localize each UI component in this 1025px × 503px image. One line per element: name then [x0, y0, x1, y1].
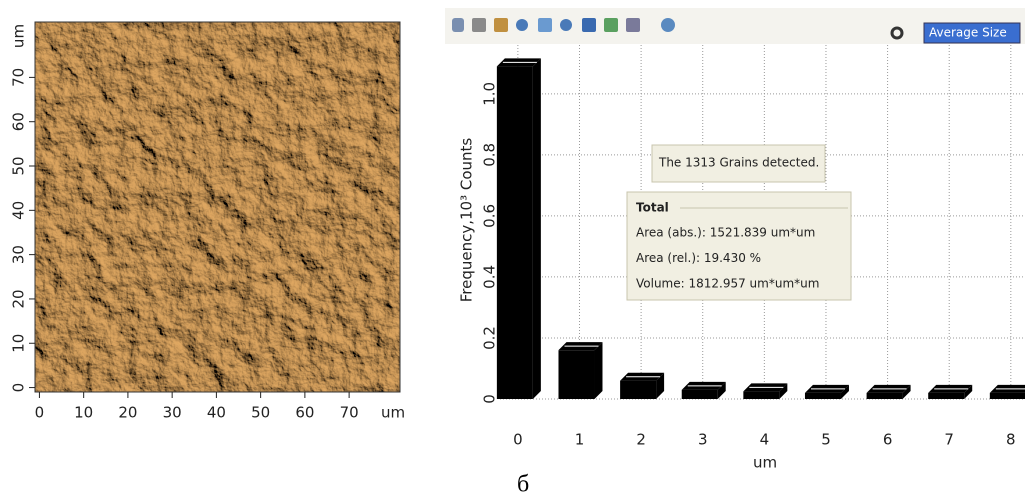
y-tick-label: 0.6	[481, 204, 499, 228]
icon[interactable]	[472, 18, 486, 32]
icon[interactable]	[604, 18, 618, 32]
tooltip-title: Total	[636, 201, 669, 215]
y-tick-label: 0	[10, 383, 28, 393]
icon[interactable]	[661, 18, 675, 32]
x-tick-label: 60	[295, 404, 314, 422]
x-tick-label: 7	[944, 431, 954, 449]
y-tick-label: 0.2	[481, 326, 499, 350]
bar-side	[840, 384, 849, 399]
x-tick-label: 10	[74, 404, 93, 422]
x-tick-label: 6	[883, 431, 893, 449]
x-tick-label: 20	[118, 404, 137, 422]
afm-image	[35, 22, 400, 392]
select-box[interactable]	[923, 22, 1021, 44]
icon[interactable]	[494, 18, 508, 32]
bar	[928, 392, 965, 399]
caption: б	[517, 472, 529, 498]
icon[interactable]	[560, 19, 572, 31]
y-axis-label: um	[10, 24, 28, 48]
bar	[743, 391, 780, 399]
bar-side	[656, 372, 665, 399]
bar-side	[964, 384, 973, 399]
bar	[681, 389, 718, 399]
x-tick-label: 70	[340, 404, 359, 422]
icon[interactable]	[582, 18, 596, 32]
bar-side	[594, 342, 603, 399]
y-tick-label: 10	[10, 334, 28, 353]
y-tick-label: 20	[10, 289, 28, 308]
bar	[804, 392, 841, 399]
y-tick-label: 50	[10, 156, 28, 175]
x-tick-label: 3	[698, 431, 708, 449]
icon[interactable]	[452, 18, 464, 32]
x-tick-label: 1	[575, 431, 585, 449]
y-tick-label: 0.8	[481, 143, 499, 167]
tooltip	[651, 144, 826, 183]
bar	[558, 350, 595, 399]
x-tick-label: 30	[163, 404, 182, 422]
image-frame	[34, 21, 401, 393]
x-tick-label: 8	[1006, 431, 1016, 449]
x-axis-label: um	[753, 454, 777, 472]
x-tick-label: 40	[207, 404, 226, 422]
icon[interactable]	[538, 18, 552, 32]
bar-side	[902, 384, 911, 399]
x-tick-label: 5	[821, 431, 831, 449]
x-axis-label: um	[381, 404, 405, 422]
y-tick-label: 60	[10, 112, 28, 131]
tooltip-text: Area (rel.): 19.430 %	[636, 251, 761, 265]
bar-side	[779, 383, 788, 399]
icon[interactable]	[516, 19, 528, 31]
icon[interactable]	[626, 18, 640, 32]
y-tick-label: 70	[10, 68, 28, 87]
tooltip	[626, 191, 852, 301]
x-tick-label: 0	[35, 404, 45, 422]
x-tick-label: 2	[636, 431, 646, 449]
bar	[496, 66, 533, 400]
x-tick-label: 4	[760, 431, 770, 449]
y-tick-label: 30	[10, 245, 28, 264]
y-tick-label: 1.0	[481, 82, 499, 106]
tooltip-text: Volume: 1812.957 um*um*um	[636, 277, 819, 291]
y-tick-label: 0	[481, 394, 499, 404]
tooltip-text: Area (abs.): 1521.839 um*um	[636, 226, 815, 240]
bar-side	[717, 381, 726, 399]
toolbar-icons	[452, 18, 904, 40]
x-tick-label: 50	[251, 404, 270, 422]
y-tick-label: 0.4	[481, 265, 499, 289]
bar	[866, 392, 903, 399]
select-text: Average Size	[929, 26, 1007, 40]
y-axis-label: Frequency,10³ Counts	[458, 138, 476, 303]
tooltip-text: The 1313 Grains detected.	[658, 156, 819, 170]
bar-side	[532, 58, 541, 400]
settings-icon[interactable]	[890, 26, 904, 40]
bar	[989, 392, 1025, 399]
y-tick-label: 40	[10, 201, 28, 220]
bar	[620, 380, 657, 399]
x-tick-label: 0	[513, 431, 523, 449]
